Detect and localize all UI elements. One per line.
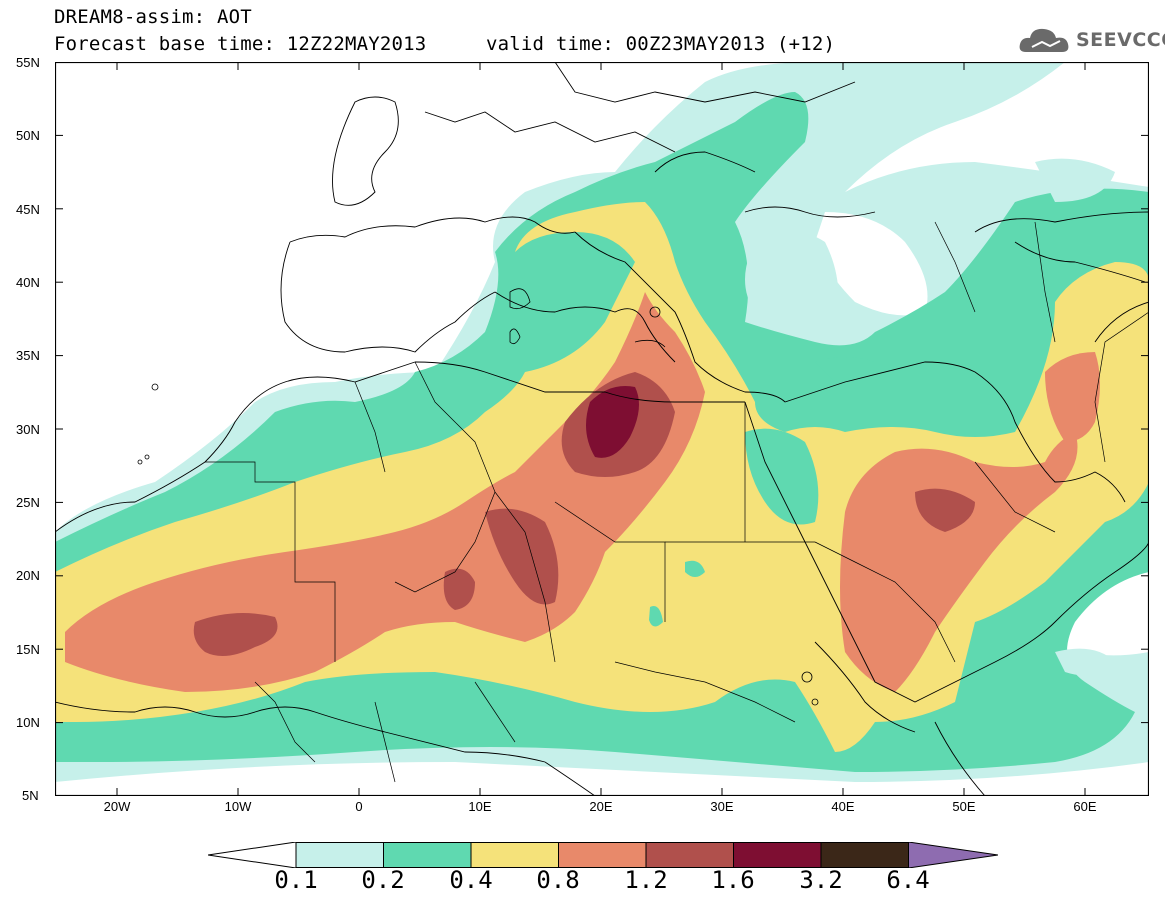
lat-label: 15N	[16, 642, 40, 657]
colorbar-segment	[383, 842, 472, 868]
lon-label: 10W	[224, 799, 252, 814]
lat-label: 35N	[16, 348, 40, 363]
coastlines	[55, 62, 1149, 796]
lat-label: 10N	[16, 715, 40, 730]
colorbar-label: 0.4	[449, 866, 493, 894]
lat-label: 40N	[16, 275, 40, 290]
lon-label: 40E	[831, 799, 855, 814]
colorbar-label: 1.2	[624, 866, 668, 894]
colorbar-label: 0.8	[536, 866, 580, 894]
lon-label: 60E	[1073, 799, 1097, 814]
lat-label: 55N	[16, 55, 40, 70]
lon-label: 30E	[710, 799, 734, 814]
valid-time: valid time: 00Z23MAY2013 (+12)	[486, 33, 836, 55]
forecast-base-time: Forecast base time: 12Z22MAY2013	[54, 33, 427, 55]
aot-contour-0.1-inner	[745, 158, 1115, 676]
aot-contour-0.2-inner	[649, 357, 875, 627]
country-borders	[205, 221, 1149, 783]
lat-label: 45N	[16, 202, 40, 217]
colorbar-segment	[820, 842, 909, 868]
aot-map	[55, 62, 1149, 796]
lon-label: 20E	[589, 799, 613, 814]
lat-label: 50N	[16, 128, 40, 143]
lat-label: 20N	[16, 568, 40, 583]
colorbar-segment	[733, 842, 822, 868]
cloud-icon	[1019, 28, 1069, 52]
aot-contour-1.6	[586, 386, 639, 458]
chart-title: DREAM8-assim: AOT	[54, 6, 252, 28]
lon-label: 50E	[952, 799, 976, 814]
aot-contour-1.2	[193, 372, 975, 656]
lon-label: 0	[355, 799, 363, 814]
colorbar-label: 0.2	[361, 866, 405, 894]
colorbar	[208, 842, 998, 868]
colorbar-segment	[558, 842, 647, 868]
colorbar-segment	[295, 842, 384, 868]
colorbar-label: 3.2	[799, 866, 843, 894]
colorbar-label: 1.6	[711, 866, 755, 894]
lon-label: 20W	[103, 799, 131, 814]
lat-label: 25N	[16, 495, 40, 510]
lon-label: 10E	[468, 799, 492, 814]
colorbar-label: 6.4	[886, 866, 930, 894]
lat-label: 30N	[16, 422, 40, 437]
seevccc-logo: SEEVCCC	[1018, 22, 1165, 58]
axis-ticks	[55, 62, 1149, 796]
colorbar-over-arrow	[908, 842, 998, 868]
colorbar-under-arrow	[208, 842, 297, 868]
islands	[137, 288, 819, 706]
colorbar-label: 0.1	[274, 866, 318, 894]
colorbar-segment	[645, 842, 734, 868]
logo-text: SEEVCCC	[1076, 29, 1165, 51]
colorbar-segment	[470, 842, 559, 868]
lat-label: 5N	[22, 788, 39, 803]
